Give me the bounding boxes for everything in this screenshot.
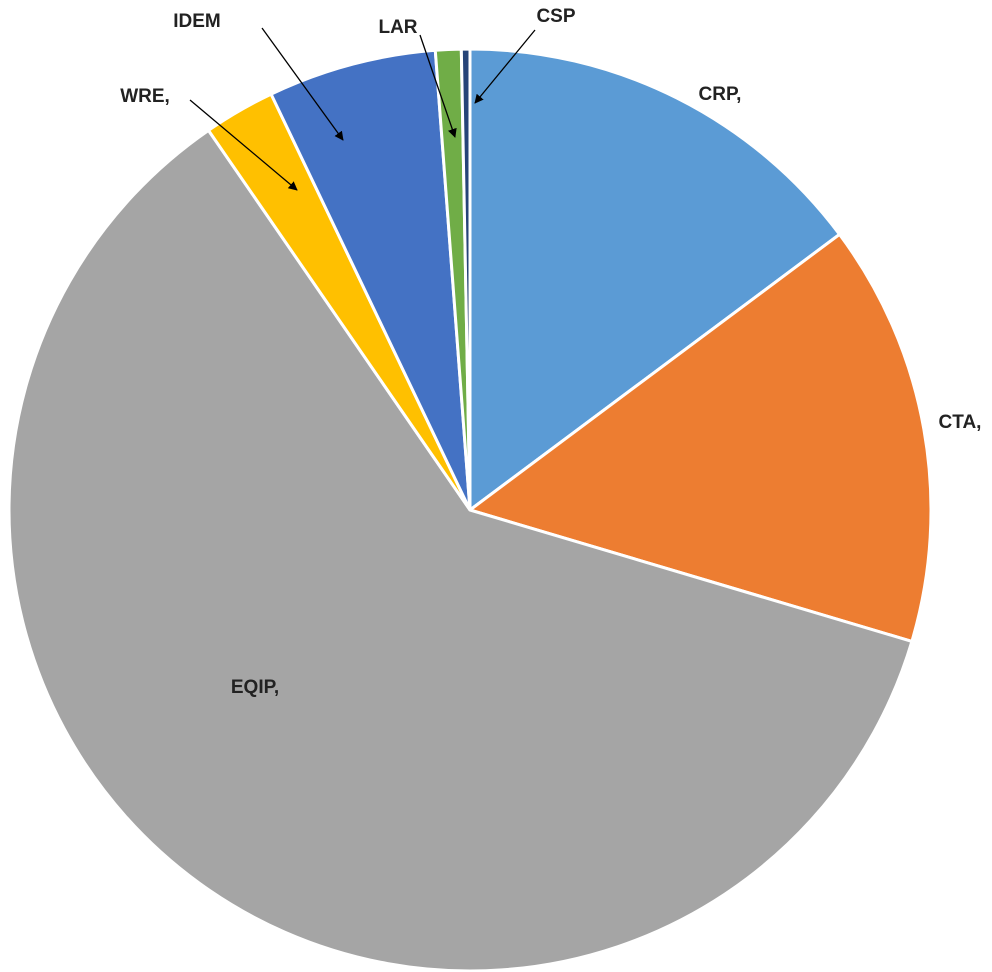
pie-slice: [269, 48, 472, 511]
slice-label: WRE,: [120, 86, 170, 107]
slice-label: CSP: [536, 6, 575, 27]
leader-arrow: [419, 34, 457, 138]
pie-slice: [466, 232, 933, 644]
leader-arrow: [474, 29, 536, 104]
pie: [7, 47, 933, 972]
slice-label: CRP,: [699, 84, 742, 105]
leader-arrow: [261, 27, 344, 141]
slice-label: LAR: [378, 17, 417, 38]
slice-label: CTA,: [939, 412, 982, 433]
slice-label: EQIP,: [231, 677, 279, 698]
leader-arrow: [189, 99, 298, 191]
pie-slice: [459, 47, 472, 511]
labels: CRP, CTA, EQIP, WRE, IDEM LAR CSP: [120, 6, 981, 698]
pie-slice: [7, 128, 914, 972]
slice-label: IDEM: [173, 11, 221, 32]
